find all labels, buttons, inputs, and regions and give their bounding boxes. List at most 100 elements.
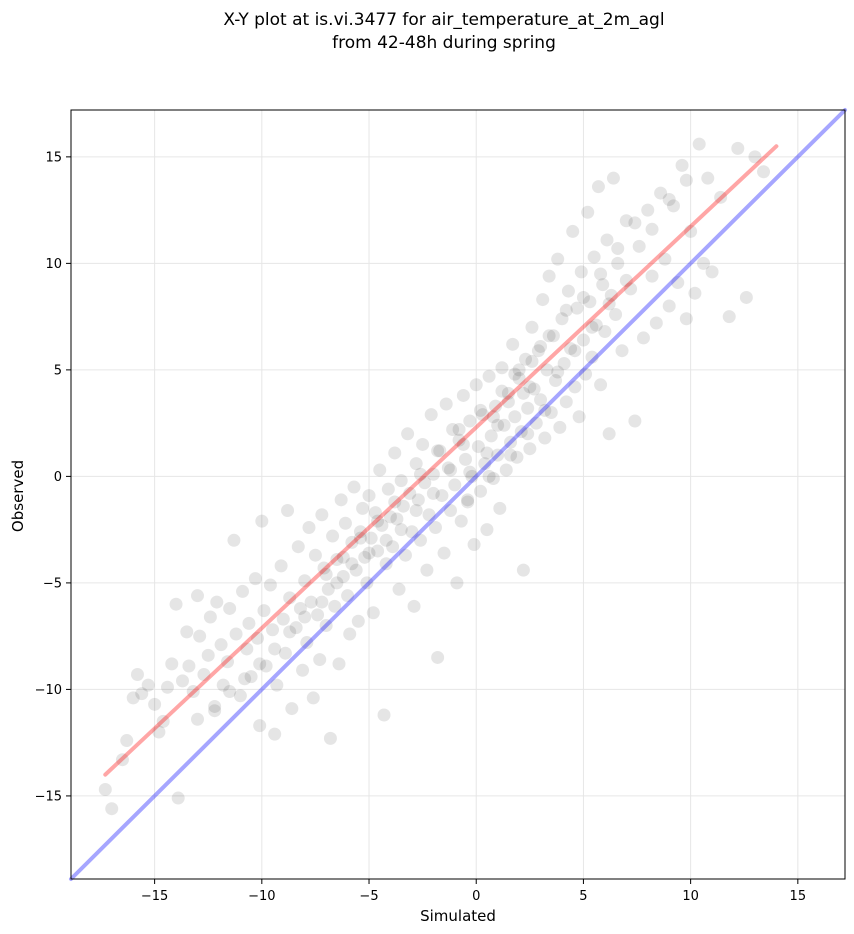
scatter-point (358, 550, 372, 564)
scatter-point (268, 642, 282, 656)
scatter-point (628, 216, 642, 230)
scatter-point (398, 548, 412, 562)
scatter-point (594, 267, 608, 281)
scatter-point (549, 374, 563, 388)
scatter-point (281, 503, 295, 517)
chart-subtitle: from 42-48h during spring (332, 33, 556, 53)
scatter-point (546, 329, 560, 343)
scatter-point (223, 685, 237, 699)
scatter-point (516, 563, 530, 577)
scatter-point (536, 293, 550, 307)
scatter-point (328, 599, 342, 613)
scatter-point (534, 339, 548, 353)
scatter-point (338, 516, 352, 530)
scatter-point (542, 329, 556, 343)
scatter-point (463, 414, 477, 428)
scatter-point (304, 595, 318, 609)
scatter-point (289, 621, 303, 635)
scatter-point (336, 550, 350, 564)
scatter-point (311, 608, 325, 622)
scatter-point (379, 557, 393, 571)
scatter-point (525, 354, 539, 368)
scatter-point (156, 714, 170, 728)
scatter-point (386, 540, 400, 554)
scatter-point (278, 646, 292, 660)
scatter-point (356, 501, 370, 515)
scatter-point (233, 689, 247, 703)
scatter-point (360, 576, 374, 590)
scatter-point (210, 595, 224, 609)
scatter-point (572, 410, 586, 424)
scatter-point (579, 367, 593, 381)
scatter-point (422, 508, 436, 522)
scatter-point (362, 546, 376, 560)
scatter-point (405, 525, 419, 539)
scatter-point (227, 533, 241, 547)
scatter-point (420, 563, 434, 577)
scatter-point (293, 601, 307, 615)
scatter-point (514, 425, 528, 439)
scatter-point (169, 597, 183, 611)
scatter-point (130, 668, 144, 682)
scatter-point (353, 531, 367, 545)
scatter-point (508, 410, 522, 424)
scatter-point (476, 408, 490, 422)
scatter-point (576, 333, 590, 347)
scatter-point (619, 214, 633, 228)
scatter-point (679, 312, 693, 326)
y-axis-label: Observed (9, 460, 27, 532)
scatter-point (510, 450, 524, 464)
scatter-point (722, 310, 736, 324)
scatter-point (175, 674, 189, 688)
scatter-point (506, 337, 520, 351)
scatter-point (392, 582, 406, 596)
scatter-point (534, 393, 548, 407)
scatter-point (688, 286, 702, 300)
scatter-point (604, 288, 618, 302)
scatter-point (364, 531, 378, 545)
scatter-point (214, 638, 228, 652)
scatter-point (469, 378, 483, 392)
scatter-point (315, 508, 329, 522)
scatter-point (160, 680, 174, 694)
scatter-point (461, 495, 475, 509)
regression-line (103, 144, 779, 777)
scatter-point (611, 241, 625, 255)
scatter-point (645, 269, 659, 283)
scatter-point (353, 525, 367, 539)
scatter-point (452, 433, 466, 447)
scatter-point (585, 350, 599, 364)
scatter-point (748, 150, 762, 164)
scatter-point (221, 655, 235, 669)
scatter-point (739, 290, 753, 304)
scatter-point (186, 685, 200, 699)
scatter-point (538, 403, 552, 417)
scatter-point (585, 320, 599, 334)
scatter-point (658, 252, 672, 266)
scatter-point (216, 678, 230, 692)
scatter-point (596, 278, 610, 292)
scatter-point (523, 442, 537, 456)
scatter-point (714, 190, 728, 204)
scatter-point (519, 352, 533, 366)
x-tick-label: −15 (141, 889, 168, 904)
scatter-point (757, 165, 771, 179)
scatter-point (368, 506, 382, 520)
scatter-point (566, 224, 580, 238)
scatter-point (276, 612, 290, 626)
scatter-point (583, 295, 597, 309)
plot-frame (70, 109, 846, 880)
scatter-point (471, 440, 485, 454)
scatter-point (426, 467, 440, 481)
scatter-point (375, 518, 389, 532)
scatter-point (248, 572, 262, 586)
scatter-point (141, 678, 155, 692)
scatter-point (512, 371, 526, 385)
scatter-point (315, 595, 329, 609)
scatter-point (594, 378, 608, 392)
scatter-point (443, 463, 457, 477)
scatter-point (433, 444, 447, 458)
scatter-point (551, 252, 565, 266)
scatter-point (306, 691, 320, 705)
